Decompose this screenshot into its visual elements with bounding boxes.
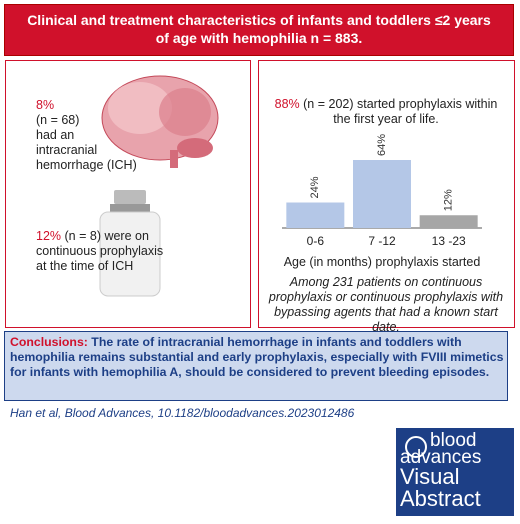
prophylaxis-first: (n = 8) were on [61, 229, 149, 243]
logo-text: blood advances Visual Abstract [400, 430, 481, 510]
logo-line: Visual [400, 464, 460, 489]
x-axis-label: Age (in months) prophylaxis started [284, 255, 481, 269]
logo-line: Abstract [400, 486, 481, 511]
ich-lines: (n = 68) had an intracranial hemorrhage (IC… [36, 113, 137, 173]
logo-line: advances [400, 447, 482, 468]
text-line: continuous prophylaxis [36, 244, 164, 258]
right-panel [258, 60, 515, 328]
chart-note: Among 231 patients on continuous prophyl… [268, 275, 504, 334]
text-line: hemorrhage (ICH) [36, 158, 137, 172]
conclusions-label: Conclusions: [10, 335, 88, 349]
logo-box [396, 428, 514, 516]
logo-emblem [405, 436, 427, 458]
conclusions: Conclusions: The rate of intracranial he… [10, 335, 504, 380]
citation: Han et al, Blood Advances, 10.1182/blood… [10, 406, 355, 420]
header-box [4, 4, 514, 56]
logo-line: blood [430, 430, 477, 451]
ich-text: 8% (n = 68) had an intracranial hemorrhage … [36, 98, 137, 173]
bar [353, 160, 411, 228]
ich-percent: 8% [36, 98, 55, 112]
intro-percent: 88% [274, 97, 300, 111]
text-line: intracranial [36, 143, 98, 157]
left-panel [5, 60, 251, 328]
value-label: 24% [309, 176, 321, 198]
prophylaxis-percent: 12% [36, 229, 62, 243]
value-label: 64% [376, 134, 388, 156]
prophylaxis-lines: continuous prophylaxis at the time of ICH [36, 244, 166, 274]
header-title: Clinical and treatment characteristics o… [27, 12, 491, 46]
bar [419, 215, 478, 228]
value-label: 12% [443, 189, 455, 211]
x-tick-label: 7 -12 [368, 234, 396, 248]
conclusions-box [4, 331, 508, 401]
text-line: (n = 68) [36, 113, 80, 127]
x-tick-label: 0-6 [307, 234, 325, 248]
prophylaxis-text: 12% (n = 8) were on continuous prophylax… [36, 229, 166, 274]
text-line: at the time of ICH [36, 259, 134, 273]
bar-chart: 24% 0-6 64% 7 -12 12% 13 -23 Age (in months) p… [282, 134, 482, 269]
intro-rest: (n = 202) started prophylaxis within the… [299, 97, 498, 126]
brain-illustration [101, 75, 219, 168]
vial-illustration [99, 190, 161, 297]
conclusions-text: The rate of intracranial hemorrhage in i… [10, 335, 504, 379]
bar [286, 202, 345, 228]
intro-text: 88% (n = 202) started prophylaxis within… [270, 97, 502, 127]
x-tick-label: 13 -23 [432, 234, 466, 248]
text-line: had an [36, 128, 75, 142]
